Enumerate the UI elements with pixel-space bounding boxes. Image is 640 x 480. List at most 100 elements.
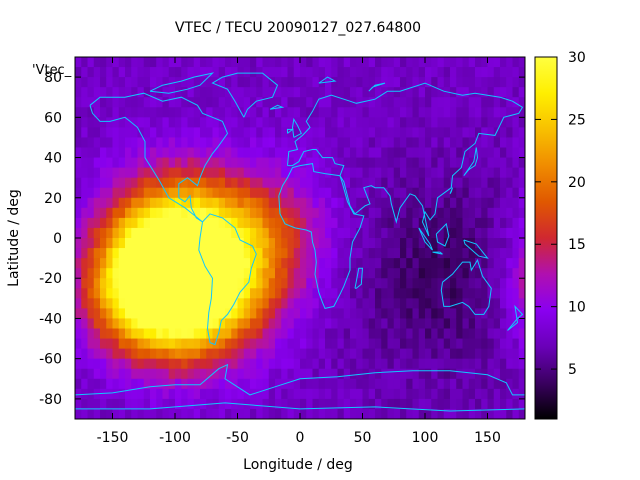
heatmap-cell xyxy=(81,207,89,219)
heatmap-cell xyxy=(275,368,282,380)
heatmap-cell xyxy=(381,137,389,149)
heatmap-cell xyxy=(268,177,276,189)
heatmap-cell xyxy=(506,67,514,78)
heatmap-cell xyxy=(487,77,495,88)
heatmap-cell xyxy=(493,338,501,350)
heatmap-cell xyxy=(518,147,525,159)
heatmap-cell xyxy=(262,338,270,350)
heatmap-cell xyxy=(162,348,170,360)
heatmap-cell xyxy=(343,348,351,360)
heatmap-cell xyxy=(362,107,370,118)
heatmap-cell xyxy=(393,238,401,249)
heatmap-cell xyxy=(256,57,264,68)
heatmap-cell xyxy=(156,127,164,139)
heatmap-cell xyxy=(75,328,82,340)
heatmap-cell xyxy=(356,227,364,239)
heatmap-cell xyxy=(106,338,114,350)
heatmap-cell xyxy=(287,278,295,289)
heatmap-cell xyxy=(425,157,432,169)
heatmap-cell xyxy=(375,187,382,199)
heatmap-cell xyxy=(218,328,226,340)
heatmap-cell xyxy=(237,288,245,299)
heatmap-cell xyxy=(431,358,439,370)
heatmap-cell xyxy=(443,408,451,419)
heatmap-cell xyxy=(243,197,251,209)
heatmap-cell xyxy=(331,308,339,320)
heatmap-cell xyxy=(156,398,164,410)
heatmap-cell xyxy=(181,77,189,88)
heatmap-cell xyxy=(231,107,239,118)
heatmap-cell xyxy=(387,288,395,299)
heatmap-cell xyxy=(381,328,389,340)
heatmap-cell xyxy=(468,348,476,360)
heatmap-cell xyxy=(262,328,270,340)
heatmap-cell xyxy=(281,77,289,88)
heatmap-cell xyxy=(406,107,414,118)
heatmap-cell xyxy=(175,398,182,410)
heatmap-cell xyxy=(118,238,126,249)
heatmap-cell xyxy=(412,207,420,219)
heatmap-cell xyxy=(75,177,82,189)
heatmap-cell xyxy=(218,187,226,199)
heatmap-cell xyxy=(506,227,514,239)
heatmap-cell xyxy=(100,328,107,340)
heatmap-cell xyxy=(262,77,270,88)
heatmap-cell xyxy=(231,318,239,330)
heatmap-cell xyxy=(100,197,107,209)
heatmap-cell xyxy=(487,318,495,330)
heatmap-cell xyxy=(437,298,445,309)
heatmap-cell xyxy=(287,398,295,410)
heatmap-cell xyxy=(131,67,139,78)
heatmap-cell xyxy=(418,248,426,259)
heatmap-cell xyxy=(412,127,420,139)
heatmap-cell xyxy=(193,127,201,139)
heatmap-cell xyxy=(475,388,482,400)
heatmap-cell xyxy=(118,288,126,299)
heatmap-cell xyxy=(100,388,107,400)
heatmap-cell xyxy=(393,87,401,98)
heatmap-cell xyxy=(81,127,89,139)
heatmap-cell xyxy=(200,147,207,159)
heatmap-cell xyxy=(175,217,182,229)
heatmap-cell xyxy=(468,258,476,269)
heatmap-cell xyxy=(343,388,351,400)
heatmap-cell xyxy=(418,378,426,390)
heatmap-cell xyxy=(268,107,276,118)
heatmap-cell xyxy=(93,187,101,199)
heatmap-cell xyxy=(112,288,120,299)
heatmap-cell xyxy=(168,318,176,330)
heatmap-cell xyxy=(100,77,107,88)
heatmap-cell xyxy=(168,298,176,309)
heatmap-cell xyxy=(306,308,314,320)
heatmap-cell xyxy=(218,358,226,370)
heatmap-cell xyxy=(406,137,414,149)
heatmap-cell xyxy=(143,248,151,259)
heatmap-cell xyxy=(468,238,476,249)
heatmap-cell xyxy=(381,157,389,169)
heatmap-cell xyxy=(131,107,139,118)
heatmap-cell xyxy=(243,358,251,370)
heatmap-cell xyxy=(150,187,157,199)
heatmap-cell xyxy=(175,87,182,98)
heatmap-cell xyxy=(456,408,464,419)
colorbar-tick-label: 15 xyxy=(568,237,586,253)
heatmap-cell xyxy=(518,67,525,78)
heatmap-cell xyxy=(281,207,289,219)
heatmap-cell xyxy=(437,348,445,360)
heatmap-cell xyxy=(237,87,245,98)
heatmap-cell xyxy=(237,67,245,78)
heatmap-cell xyxy=(218,308,226,320)
heatmap-cell xyxy=(175,207,182,219)
heatmap-cell xyxy=(75,87,82,98)
heatmap-cell xyxy=(493,248,501,259)
heatmap-cell xyxy=(175,157,182,169)
heatmap-cell xyxy=(281,67,289,78)
x-axis: -150 -100 -50 0 50 100 150 xyxy=(97,57,501,446)
heatmap-cell xyxy=(231,288,239,299)
heatmap-cell xyxy=(187,278,195,289)
heatmap-cell xyxy=(312,167,320,179)
heatmap-cell xyxy=(206,117,214,128)
series-key-label: 'Vtec_ xyxy=(32,63,72,78)
heatmap-cell xyxy=(181,408,189,419)
heatmap-cell xyxy=(368,358,376,370)
